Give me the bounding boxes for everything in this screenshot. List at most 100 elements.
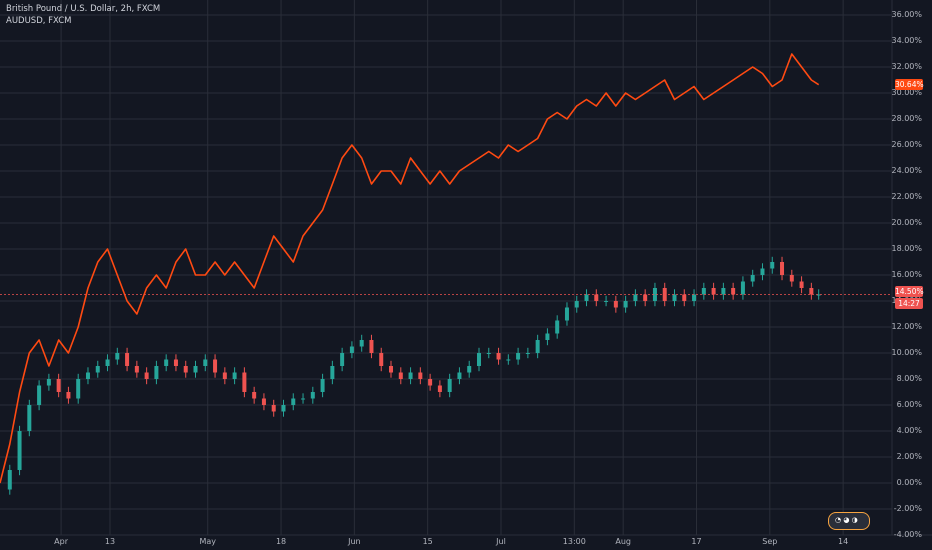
audusd-candle-body: [584, 294, 589, 301]
legend-main-symbol[interactable]: British Pound / U.S. Dollar, 2h, FXCM: [6, 4, 161, 14]
audusd-candle-body: [555, 320, 560, 334]
x-tick-label: 15: [422, 537, 433, 546]
audusd-candle-body: [369, 340, 374, 353]
audusd-candle-body: [340, 353, 345, 366]
audusd-candle-body: [379, 353, 384, 366]
x-tick-label: 14: [838, 537, 849, 546]
audusd-candle-body: [643, 294, 648, 301]
audusd-candle-body: [76, 379, 81, 399]
audusd-candle-body: [525, 353, 530, 354]
audusd-candle-body: [711, 288, 716, 295]
audusd-candle-body: [242, 372, 247, 392]
audusd-candle-body: [437, 385, 442, 392]
audusd-candle-body: [125, 353, 130, 366]
audusd-candle-body: [7, 470, 12, 490]
audusd-candle-body: [486, 353, 491, 354]
legend-compare-symbol[interactable]: AUDUSD, FXCM: [6, 16, 72, 26]
audusd-candle-body: [213, 359, 218, 373]
x-tick-label: Aug: [615, 537, 631, 546]
audusd-candle-body: [144, 372, 149, 379]
x-tick-label: Apr: [54, 537, 69, 546]
gbpusd-last-price-tag: 30.64%: [895, 79, 924, 90]
y-tick-label: 2.00%: [896, 452, 922, 461]
gbpusd-series-line: [0, 53, 820, 484]
y-tick-label: 34.00%: [891, 36, 922, 45]
y-tick-label: 20.00%: [891, 218, 922, 227]
audusd-candle-body: [516, 353, 521, 360]
audusd-candle-body: [633, 294, 638, 301]
y-tick-label: 36.00%: [891, 10, 922, 19]
audusd-candle-body: [134, 366, 139, 373]
audusd-candle-body: [203, 359, 208, 366]
audusd-candle-body: [27, 405, 32, 431]
y-tick-label: 32.00%: [891, 62, 922, 71]
x-tick-label: 13: [104, 537, 116, 546]
audusd-candle-body: [780, 262, 785, 275]
audusd-candle-body: [301, 398, 306, 400]
tradingview-logo[interactable]: ◔ ◕ ◑: [828, 512, 870, 530]
audusd-candle-body: [692, 294, 697, 301]
audusd-candle-body: [613, 301, 618, 308]
y-tick-label: 8.00%: [896, 374, 922, 383]
audusd-candle-body: [809, 288, 814, 295]
audusd-candle-body: [623, 301, 628, 308]
x-tick-label: Jun: [348, 537, 361, 546]
audusd-candle-body: [701, 288, 706, 295]
audusd-candle-body: [37, 385, 42, 405]
audusd-candle-body: [222, 372, 227, 379]
audusd-candle-body: [95, 366, 100, 373]
audusd-candle-body: [46, 379, 51, 386]
audusd-candle-body: [330, 366, 335, 379]
audusd-candle-body: [535, 340, 540, 353]
audusd-candle-body: [740, 281, 745, 295]
chart-series: [0, 53, 892, 495]
audusd-candle-body: [594, 294, 599, 301]
audusd-candle-body: [789, 275, 794, 282]
audusd-candle-body: [164, 359, 169, 366]
y-tick-label: 0.00%: [896, 478, 922, 487]
y-tick-label: 28.00%: [891, 114, 922, 123]
audusd-candle-body: [564, 307, 569, 321]
x-tick-label: Sep: [762, 537, 778, 546]
audusd-candle-body: [604, 301, 609, 302]
audusd-candle-body: [408, 372, 413, 379]
audusd-candle-body: [770, 262, 775, 269]
chart-grid: [0, 0, 892, 536]
audusd-candle-body: [56, 379, 61, 392]
audusd-candle-body: [183, 366, 188, 373]
audusd-candle-body: [115, 353, 120, 360]
audusd-candle-body: [281, 405, 286, 412]
audusd-candle-body: [359, 340, 364, 347]
y-tick-label: 30.00%: [891, 88, 922, 97]
audusd-candle-body: [389, 366, 394, 373]
y-tick-label: 18.00%: [891, 244, 922, 253]
y-tick-label: 10.00%: [891, 348, 922, 357]
y-tick-label: 12.00%: [891, 322, 922, 331]
y-tick-label: -2.00%: [893, 504, 922, 513]
audusd-candle-body: [574, 301, 579, 308]
audusd-candle-body: [672, 294, 677, 301]
x-tick-label: 13:00: [562, 537, 586, 546]
y-tick-label: 26.00%: [891, 140, 922, 149]
y-tick-label: 4.00%: [896, 426, 922, 435]
audusd-candle-body: [66, 392, 71, 399]
audusd-candle-body: [447, 379, 452, 392]
bar-countdown-tag: 14:27: [895, 298, 923, 309]
audusd-candle-body: [349, 346, 354, 353]
audusd-candle-body: [418, 372, 423, 379]
audusd-candle-body: [721, 288, 726, 295]
audusd-candle-body: [17, 431, 22, 470]
y-tick-label: 16.00%: [891, 270, 922, 279]
audusd-candle-body: [85, 372, 90, 379]
audusd-candle-body: [816, 294, 821, 296]
audusd-candle-body: [682, 294, 687, 301]
audusd-candle-body: [310, 392, 315, 399]
audusd-candle-body: [545, 333, 550, 340]
audusd-candle-body: [476, 353, 481, 366]
audusd-candle-body: [760, 268, 765, 275]
audusd-candle-body: [496, 353, 501, 360]
x-tick-label: 17: [691, 537, 702, 546]
audusd-candle-body: [232, 372, 237, 379]
audusd-candle-body: [271, 405, 276, 412]
